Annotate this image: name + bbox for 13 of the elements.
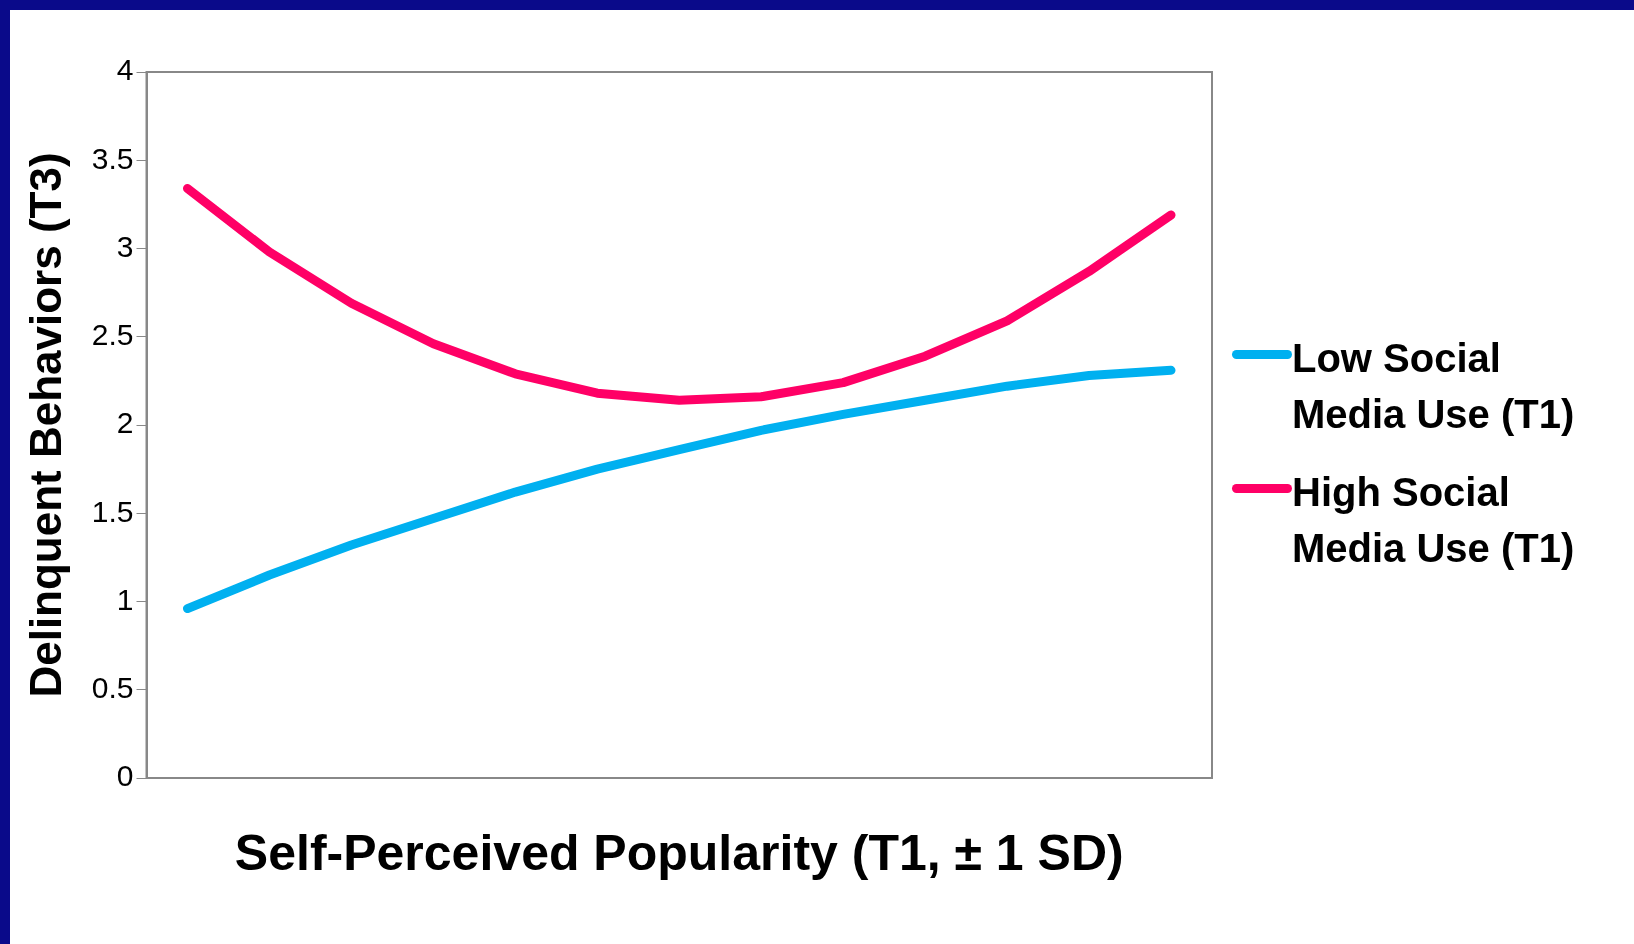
y-tick-label: 0.5 <box>91 671 134 705</box>
y-tick-label: 3.5 <box>91 141 134 175</box>
y-tick-label: 2 <box>116 406 134 440</box>
legend-label: High Social Media Use (T1) <box>1292 469 1575 572</box>
y-tick-label: 3 <box>116 229 134 263</box>
y-axis-title: Delinquent Behaviors (T3) <box>20 152 70 698</box>
y-tick-label: 2.5 <box>91 318 134 352</box>
legend-label: Low Social Media Use (T1) <box>1292 335 1575 438</box>
y-tick-label: 1 <box>116 582 134 616</box>
y-tick-label: 0 <box>116 759 134 793</box>
x-axis-title: Self-Perceived Popularity (T1, ± 1 SD) <box>234 824 1124 881</box>
y-tick-label: 1.5 <box>91 494 134 528</box>
y-tick-label: 4 <box>116 53 134 87</box>
